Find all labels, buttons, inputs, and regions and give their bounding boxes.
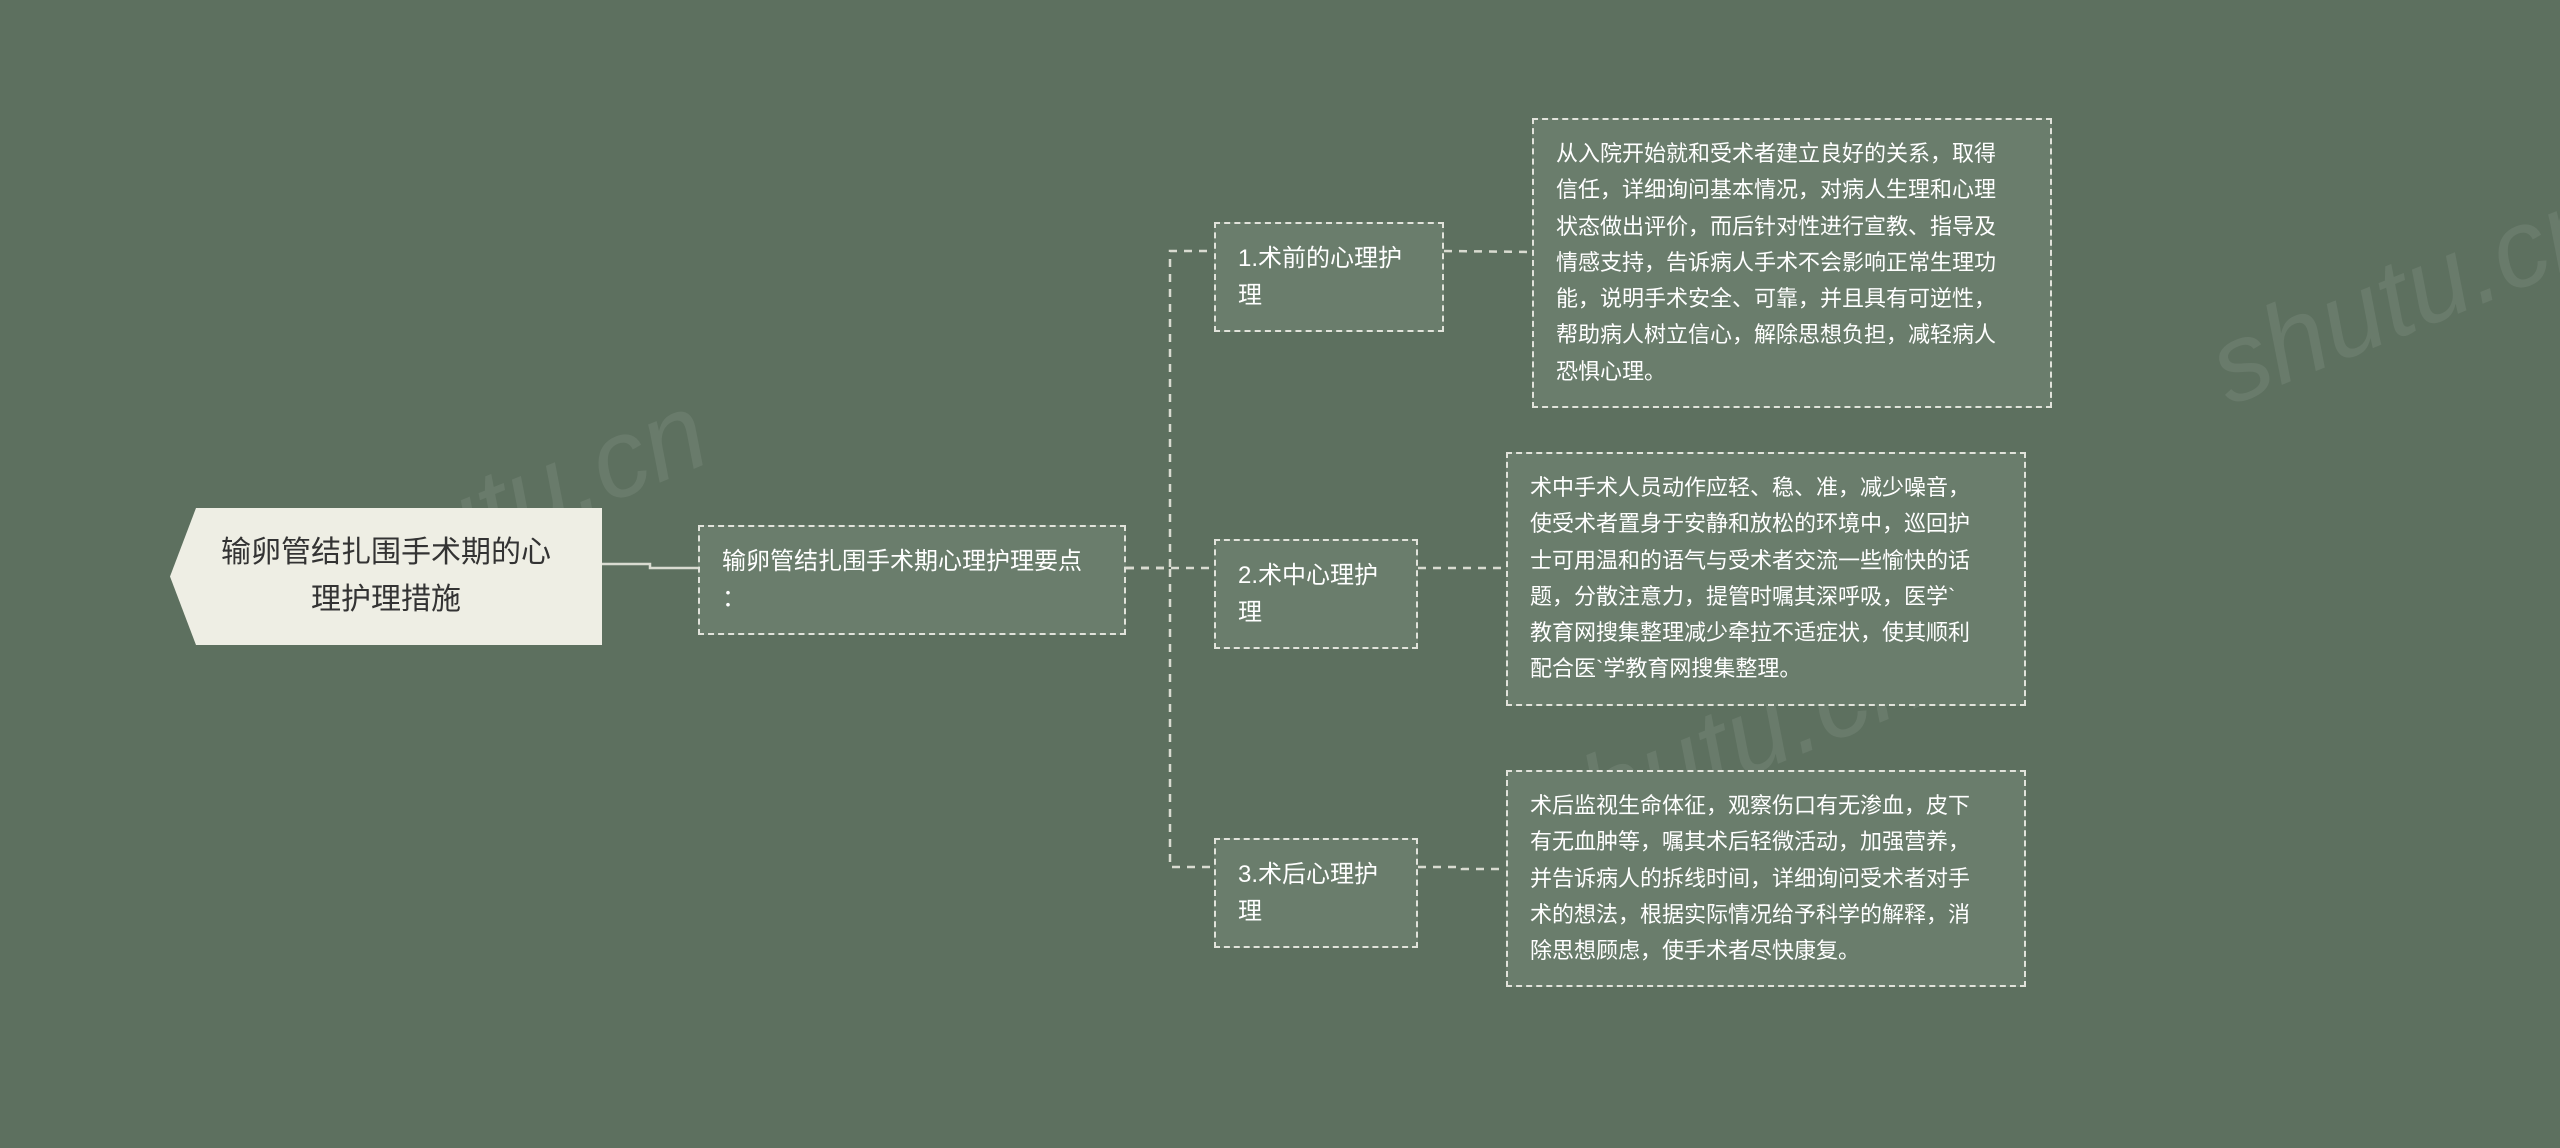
watermark: shutu.cn [2191,157,2560,431]
level1-node: 输卵管结扎围手术期心理护理要点 ： [698,525,1126,635]
branch-1-leaf: 从入院开始就和受术者建立良好的关系，取得 信任，详细询问基本情况，对病人生理和心… [1532,118,2052,408]
branch-2-leaf: 术中手术人员动作应轻、稳、准，减少噪音， 使受术者置身于安静和放松的环境中，巡回… [1506,452,2026,706]
branch-3: 3.术后心理护理 [1214,838,1418,948]
branch-1: 1.术前的心理护理 [1214,222,1444,332]
branch-2: 2.术中心理护理 [1214,539,1418,649]
mindmap-root: 输卵管结扎围手术期的心 理护理措施 [170,508,602,645]
branch-3-leaf: 术后监视生命体征，观察伤口有无渗血，皮下 有无血肿等，嘱其术后轻微活动，加强营养… [1506,770,2026,987]
